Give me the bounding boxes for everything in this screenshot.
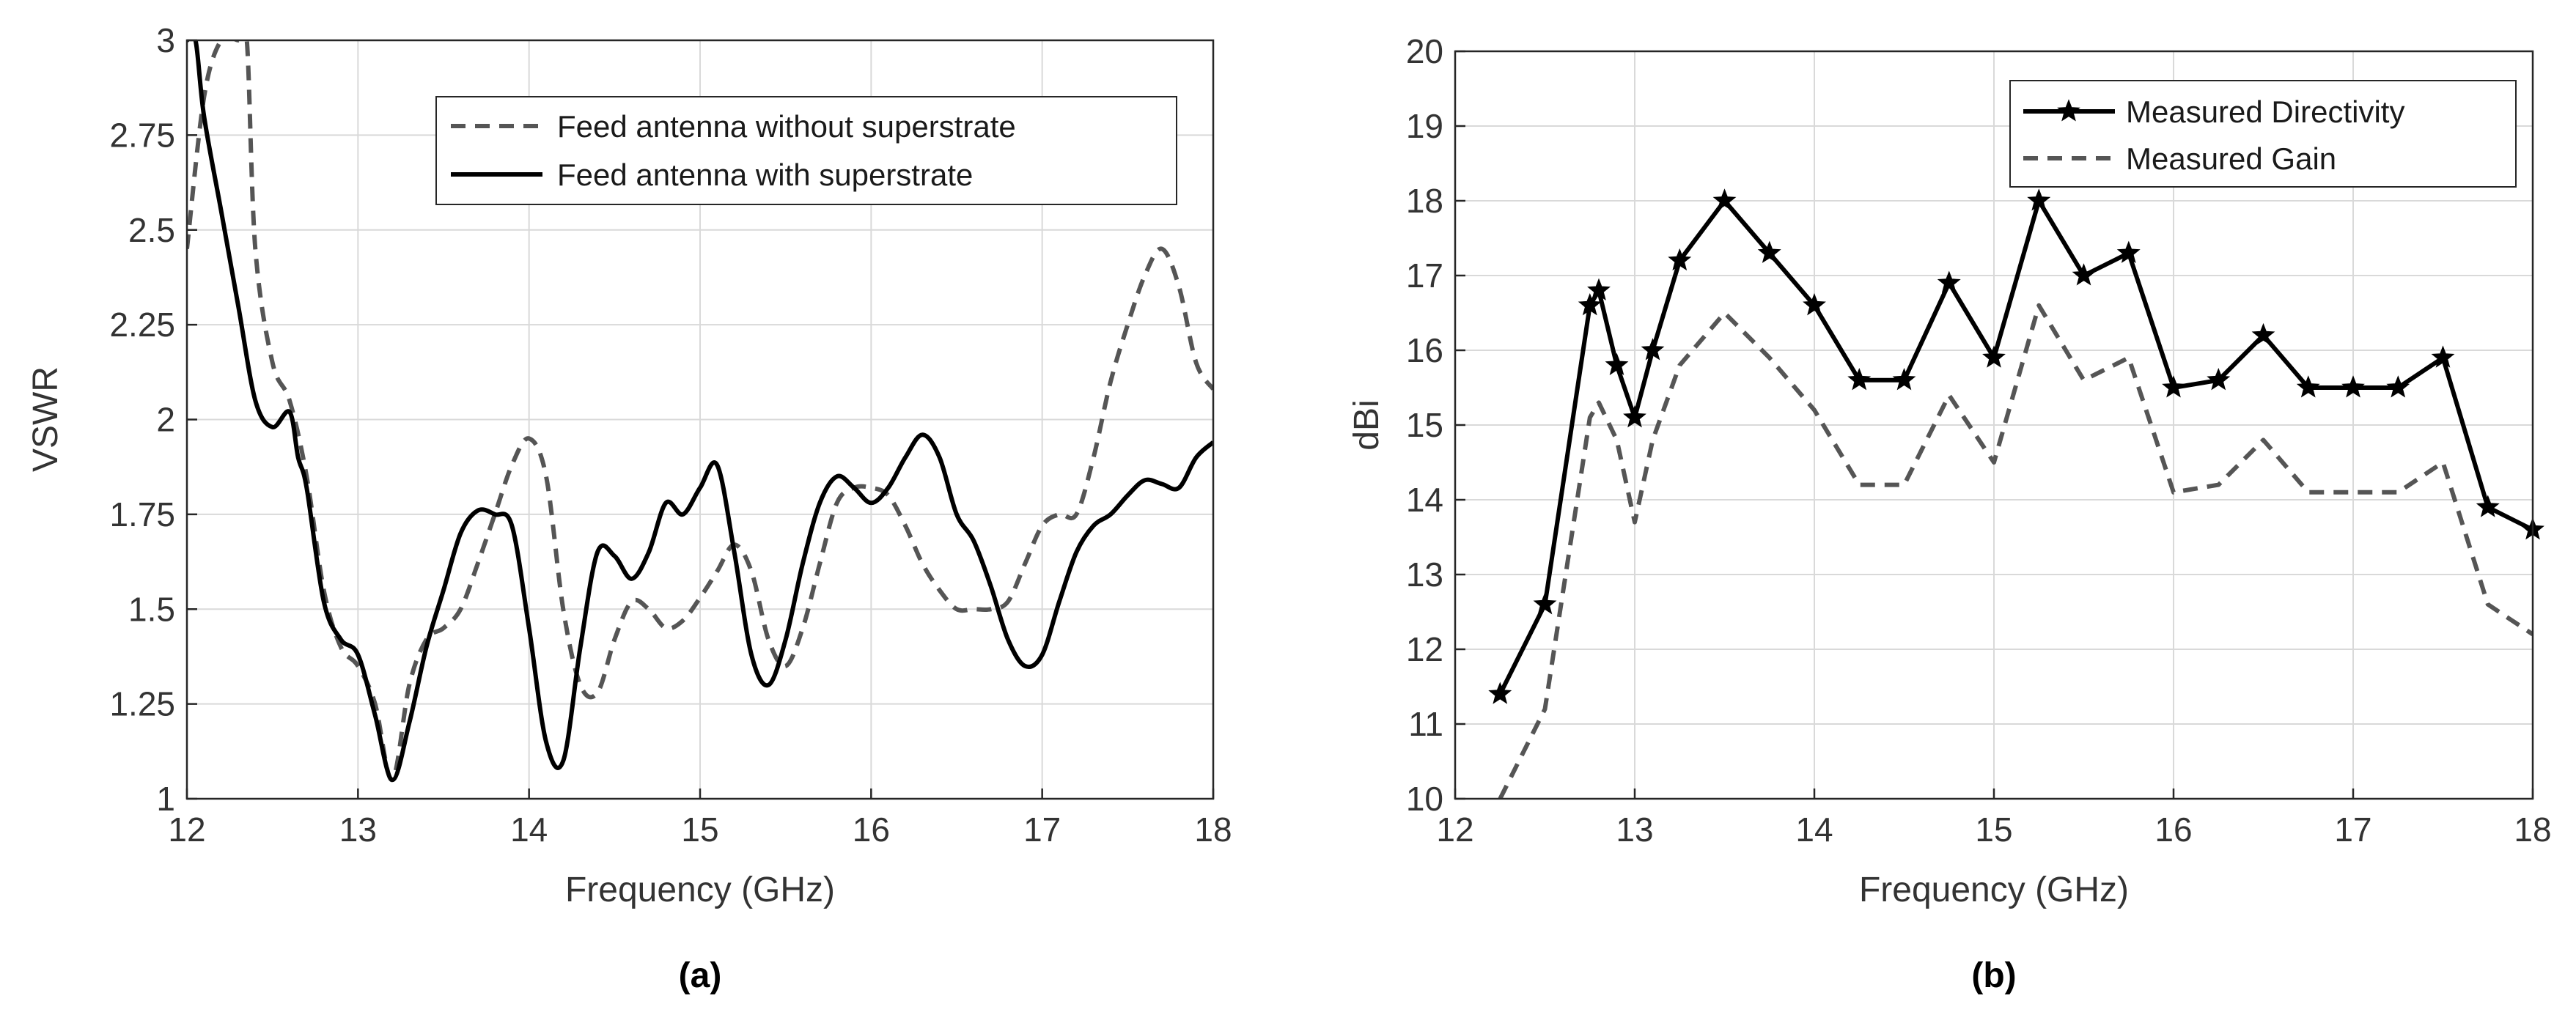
panel-a-y-tick-label: 1.5 bbox=[128, 590, 175, 628]
panel-b-directivity-marker bbox=[1488, 682, 1512, 704]
panel-b-x-tick-label: 18 bbox=[2514, 810, 2551, 849]
panel-b-legend-box bbox=[2009, 80, 2517, 188]
panel-b-y-tick-label: 13 bbox=[1406, 555, 1443, 594]
panel-a-legend-label-without-superstrate: Feed antenna without superstrate bbox=[557, 109, 1016, 144]
panel-b-y-tick-label: 12 bbox=[1406, 630, 1443, 668]
panel-b-directivity-marker bbox=[1847, 368, 1872, 391]
panel-b-x-tick-label: 16 bbox=[2154, 810, 2192, 849]
panel-b-directivity-marker bbox=[2386, 375, 2410, 398]
panel-a-caption: (a) bbox=[679, 956, 722, 995]
chart-panel-b: 12 13 14 15 16 17 18 10 11 12 13 14 15 16 17 18 19 20 Fre… bbox=[1347, 32, 2552, 995]
panel-b-directivity-marker bbox=[1982, 345, 2006, 368]
panel-a-series-line-solid bbox=[187, 40, 1213, 783]
panel-b-series bbox=[1488, 188, 2544, 799]
panel-b-x-tick-label: 15 bbox=[1975, 810, 2012, 849]
panel-b-directivity-marker bbox=[1757, 240, 1781, 263]
panel-a-legend-box bbox=[435, 96, 1177, 205]
panel-b-y-tick-label: 15 bbox=[1406, 406, 1443, 444]
panel-b-directivity-marker bbox=[2027, 188, 2051, 211]
panel-b-directivity-marker bbox=[2162, 375, 2185, 398]
panel-b-y-tick-label: 17 bbox=[1406, 256, 1443, 295]
panel-b-caption: (b) bbox=[1971, 956, 2016, 995]
panel-b-directivity-marker bbox=[2072, 263, 2096, 286]
panel-a-y-axis-label: VSWR bbox=[26, 366, 65, 472]
panel-a-x-axis-label: Frequency (GHz) bbox=[565, 871, 835, 909]
panel-b-directivity-marker bbox=[2476, 495, 2500, 517]
panel-b-directivity-marker bbox=[1712, 188, 1737, 211]
chart-panel-a: 12 13 14 15 16 17 1811.251.51.7522.252.52.753 … bbox=[26, 21, 1232, 995]
panel-b-directivity-marker bbox=[1892, 368, 1916, 391]
panel-a-series bbox=[187, 40, 1213, 783]
panel-b-directivity-marker bbox=[1641, 338, 1665, 361]
panel-a-x-tick-label: 16 bbox=[853, 810, 890, 849]
panel-b-x-tick-label: 17 bbox=[2334, 810, 2371, 849]
panel-a-y-tick-label: 1.25 bbox=[109, 685, 175, 723]
panel-b-x-tick-label: 14 bbox=[1795, 810, 1833, 849]
panel-b-directivity-marker bbox=[1533, 592, 1557, 615]
panel-a-y-tick-label: 2 bbox=[156, 401, 175, 439]
panel-a-ticks: 12 13 14 15 16 17 18 1 1.25 1.5 1.75 2 2.25 2.5 2.75 3 bbox=[109, 21, 1232, 849]
panel-a-x-tick-label: 17 bbox=[1023, 810, 1061, 849]
panel-b-directivity-marker bbox=[1605, 352, 1629, 375]
panel-b-directivity-marker bbox=[2431, 345, 2455, 368]
panel-b-directivity-marker bbox=[1668, 248, 1692, 271]
panel-b-y-tick-label: 18 bbox=[1406, 182, 1443, 220]
panel-b-y-tick-label: 14 bbox=[1406, 481, 1443, 519]
panel-b-legend-label-gain: Measured Gain bbox=[2126, 141, 2336, 176]
panel-a-x-tick-label: 12 bbox=[168, 810, 205, 849]
panel-a-x-tick-label: 14 bbox=[510, 810, 548, 849]
panel-a-y-tick-label: 1.75 bbox=[109, 495, 175, 533]
panel-b-y-tick-label: 19 bbox=[1406, 107, 1443, 145]
panel-b-directivity-marker bbox=[1578, 293, 1602, 316]
panel-b-y-tick-label: 20 bbox=[1406, 32, 1443, 70]
panel-b-x-tick-label: 13 bbox=[1616, 810, 1653, 849]
panel-b-directivity-marker bbox=[1623, 405, 1646, 428]
panel-b-legend: Measured Directivity Measured Gain bbox=[2009, 80, 2517, 188]
panel-b-directivity-marker bbox=[2296, 375, 2320, 398]
panel-b-directivity-marker bbox=[2207, 368, 2231, 391]
panel-b-directivity-marker bbox=[1587, 278, 1611, 300]
panel-b-y-tick-label: 10 bbox=[1406, 780, 1443, 818]
panel-a-y-tick-label: 2.75 bbox=[109, 116, 175, 154]
panel-b-legend-label-directivity: Measured Directivity bbox=[2126, 95, 2404, 129]
panel-b-ticks: 12 13 14 15 16 17 18 10 11 12 13 14 15 16 17 18 19 20 bbox=[1406, 32, 2552, 849]
panel-b-directivity-marker bbox=[2116, 240, 2141, 263]
panel-b-directivity-marker bbox=[2251, 322, 2275, 346]
panel-a-y-tick-label: 1 bbox=[156, 780, 175, 818]
panel-b-directivity-marker bbox=[1803, 293, 1826, 316]
panel-a-y-tick-label: 2.5 bbox=[128, 211, 175, 249]
panel-a-x-tick-label: 13 bbox=[339, 810, 377, 849]
panel-b-y-tick-label: 16 bbox=[1406, 331, 1443, 369]
panel-b-directivity-marker bbox=[1937, 270, 1961, 293]
panel-b-legend-star-marker bbox=[2057, 99, 2080, 122]
panel-b-y-tick-label: 11 bbox=[1408, 705, 1443, 743]
panel-b-directivity-marker bbox=[2341, 375, 2365, 398]
panel-b-x-tick-label: 12 bbox=[1436, 810, 1473, 849]
panel-b-series-line-dashed bbox=[1498, 303, 2533, 799]
panel-a-legend-label-with-superstrate: Feed antenna with superstrate bbox=[557, 158, 973, 192]
panel-a-y-tick-label: 3 bbox=[156, 21, 175, 59]
panel-a-x-tick-label: 18 bbox=[1194, 810, 1232, 849]
panel-a-legend: Feed antenna without superstrate Feed an… bbox=[435, 96, 1177, 205]
panel-a-y-tick-label: 2.25 bbox=[109, 306, 175, 344]
panel-a-x-tick-label: 15 bbox=[681, 810, 718, 849]
panel-b-x-axis-label: Frequency (GHz) bbox=[1859, 871, 2129, 909]
panel-b-y-axis-label: dBi bbox=[1347, 399, 1386, 450]
